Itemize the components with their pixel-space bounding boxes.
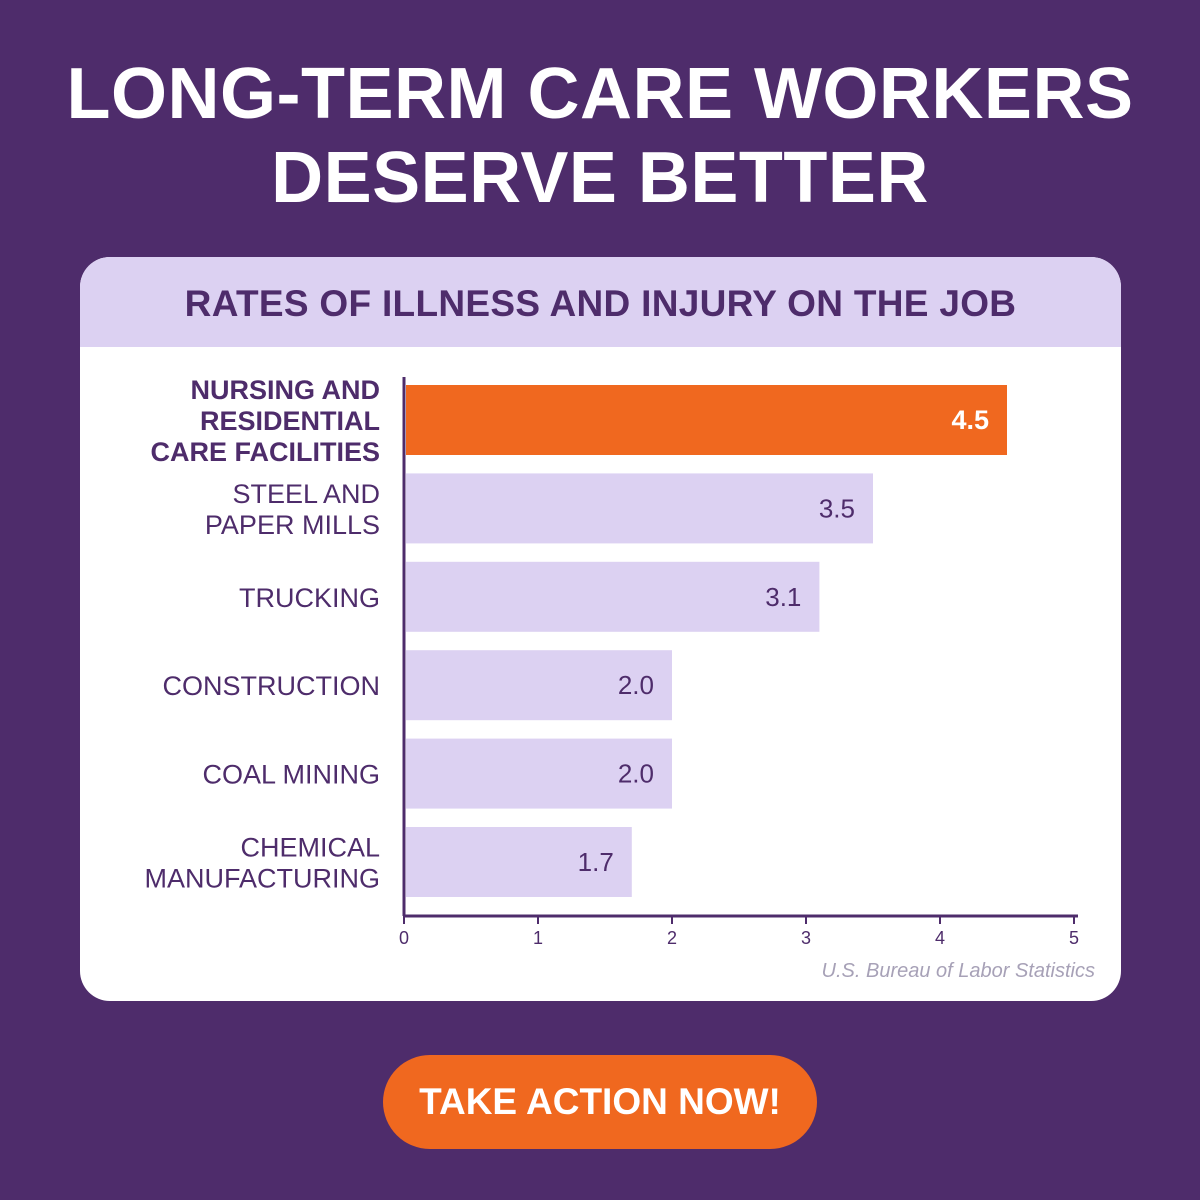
bar <box>406 650 672 721</box>
chart-card: RATES OF ILLNESS AND INJURY ON THE JOB 4… <box>80 257 1121 1001</box>
category-label-line: PAPER MILLS <box>205 510 380 540</box>
category-label-line: CHEMICAL <box>240 833 380 863</box>
category-label-line: TRUCKING <box>239 583 380 613</box>
take-action-button[interactable]: TAKE ACTION NOW! <box>383 1055 817 1149</box>
bar-chart: 4.5 NURSING AND RESIDENTIAL CARE FACILITIES… <box>145 375 1080 948</box>
bar-value-label: 2.0 <box>618 670 654 700</box>
bar-value-label: 2.0 <box>618 759 654 789</box>
category-label: CONSTRUCTION <box>163 671 381 701</box>
x-tick-label: 1 <box>533 928 543 948</box>
x-tick-label: 2 <box>667 928 677 948</box>
bar-value-label: 3.1 <box>765 582 801 612</box>
category-label: NURSING AND RESIDENTIAL CARE FACILITIES <box>150 375 380 467</box>
bar-value-label: 3.5 <box>819 493 855 523</box>
bar <box>406 738 672 809</box>
category-label: COAL MINING <box>202 760 380 790</box>
category-label: STEEL AND PAPER MILLS <box>205 479 380 540</box>
category-label: TRUCKING <box>239 583 380 613</box>
bar <box>406 385 1007 455</box>
category-label-line: RESIDENTIAL <box>200 406 380 436</box>
bar-value-label: 1.7 <box>578 847 614 877</box>
headline-line-1: LONG-TERM CARE WORKERS <box>66 54 1134 134</box>
x-tick-label: 3 <box>801 928 811 948</box>
x-tick-label: 4 <box>935 928 945 948</box>
category-label: CHEMICAL MANUFACTURING <box>145 833 381 894</box>
chart-header-band <box>80 257 1121 347</box>
bar-value-label: 4.5 <box>951 405 989 435</box>
category-label-line: NURSING AND <box>190 375 380 405</box>
category-label-line: MANUFACTURING <box>145 864 381 894</box>
category-label-line: CARE FACILITIES <box>150 437 380 467</box>
x-tick-label: 0 <box>399 928 409 948</box>
chart-title: RATES OF ILLNESS AND INJURY ON THE JOB <box>184 283 1017 324</box>
category-label-line: COAL MINING <box>202 760 380 790</box>
x-tick-label: 5 <box>1069 928 1079 948</box>
headline-line-2: DESERVE BETTER <box>271 138 929 218</box>
category-label-line: CONSTRUCTION <box>163 671 381 701</box>
bar <box>406 561 820 632</box>
category-label-line: STEEL AND <box>232 479 380 509</box>
headline: LONG-TERM CARE WORKERS DESERVE BETTER <box>0 52 1200 220</box>
source-note: U.S. Bureau of Labor Statistics <box>821 960 1095 982</box>
bar <box>406 827 632 897</box>
bar <box>406 473 873 544</box>
